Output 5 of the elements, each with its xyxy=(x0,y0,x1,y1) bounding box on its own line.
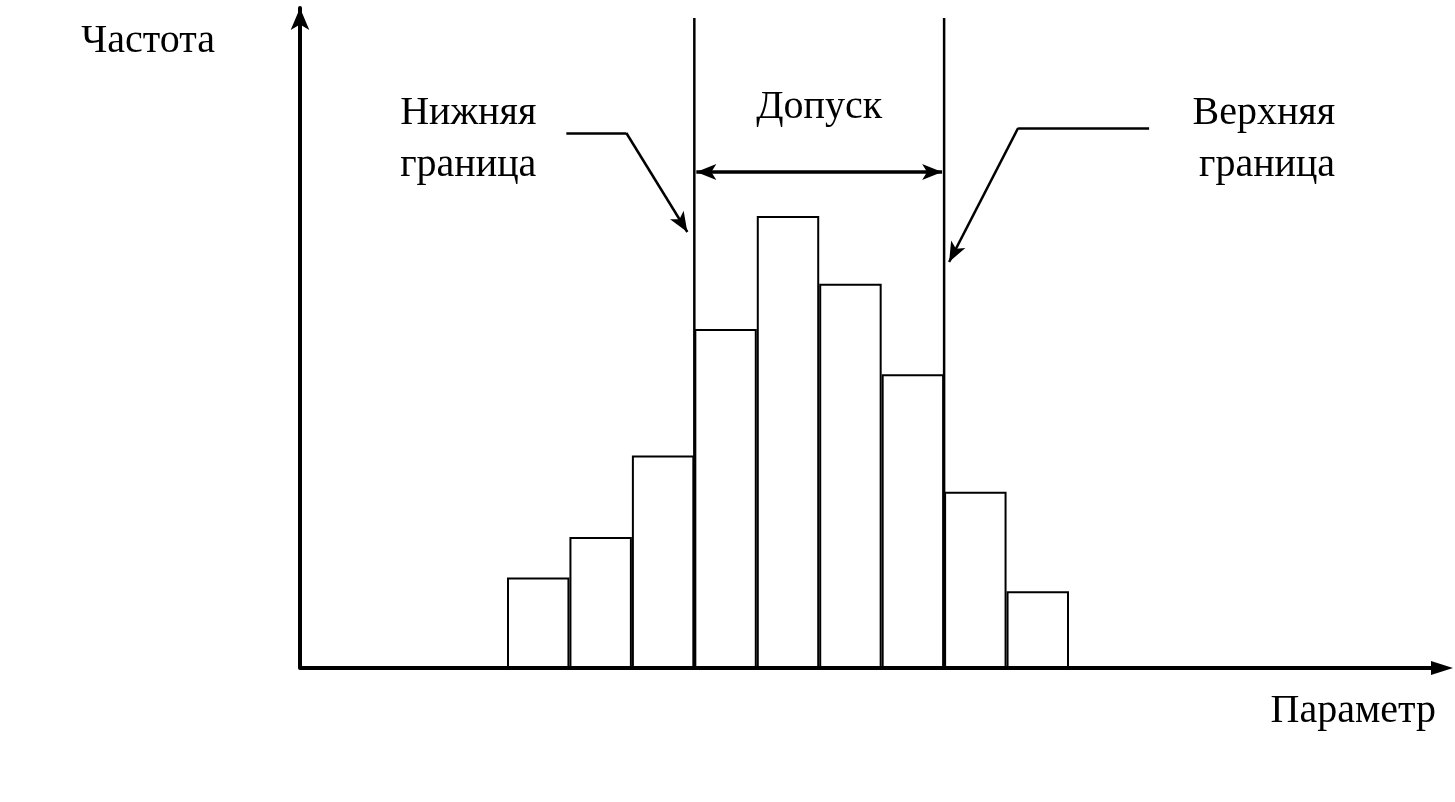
text: Верхняя граница xyxy=(1192,87,1336,185)
text: Допуск xyxy=(756,81,883,127)
text: Нижняя граница xyxy=(400,87,537,185)
text: Параметр xyxy=(1270,685,1436,731)
text: Частота xyxy=(81,15,216,61)
